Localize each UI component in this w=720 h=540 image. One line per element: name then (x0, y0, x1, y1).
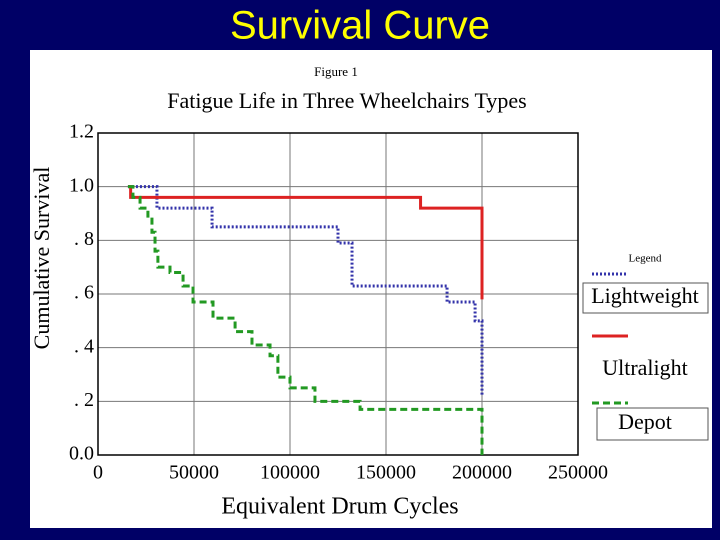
chart-title: Fatigue Life in Three Wheelchairs Types (167, 88, 527, 113)
legend-title: Legend (629, 253, 662, 265)
y-tick-label: . 2 (74, 389, 94, 411)
x-tick-label: 250000 (548, 462, 608, 484)
plot-frame (97, 132, 579, 456)
figure-label: Figure 1 (314, 64, 358, 79)
y-tick-label: . 8 (74, 228, 94, 250)
x-tick-label: 150000 (356, 462, 416, 484)
x-tick-label: 0 (93, 462, 103, 484)
survival-line (127, 185, 484, 455)
survival-line (127, 185, 484, 396)
x-tick-label: 100000 (260, 462, 320, 484)
y-axis-label: Cumulative Survival (29, 167, 54, 350)
x-tick-label: 50000 (169, 462, 219, 484)
legend-box (582, 282, 709, 314)
y-tick-label: 1.2 (69, 121, 94, 143)
legend-label: Depot (618, 409, 672, 434)
y-tick-label: . 6 (74, 282, 94, 304)
legend-box (596, 407, 709, 441)
slide-title: Survival Curve (230, 4, 490, 48)
x-tick-label: 200000 (452, 462, 512, 484)
y-tick-label: . 4 (74, 335, 94, 357)
x-axis-label: Equivalent Drum Cycles (221, 494, 458, 520)
legend-label: Lightweight (591, 283, 699, 308)
y-tick-label: 0.0 (69, 443, 94, 465)
legend-label: Ultralight (602, 355, 688, 380)
y-tick-label: 1.0 (69, 174, 94, 196)
